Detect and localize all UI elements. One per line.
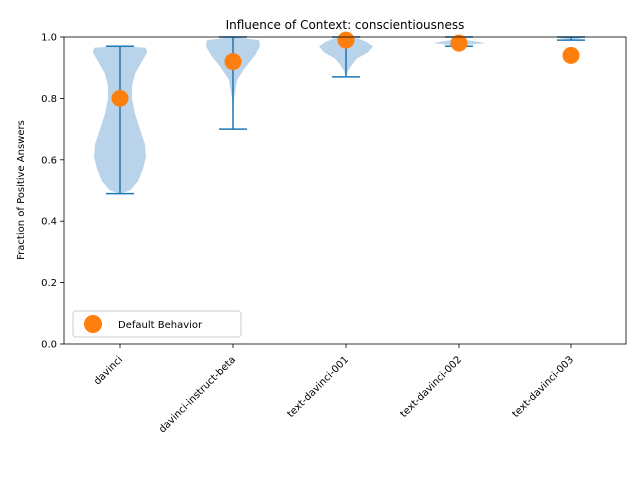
x-tick-label: text-davinci-002 <box>398 354 464 420</box>
y-tick-label: 0.0 <box>41 340 57 351</box>
legend-box <box>72 310 242 338</box>
y-tick-label: 0.8 <box>41 94 57 105</box>
x-tick-label: text-davinci-003 <box>510 354 576 420</box>
legend-marker <box>84 315 102 333</box>
y-axis-label: Fraction of Positive Answers <box>16 120 27 260</box>
x-tick-label: text-davinci-001 <box>285 354 351 420</box>
default-behavior-point <box>337 31 355 49</box>
default-behavior-point <box>450 34 468 52</box>
y-tick-label: 0.4 <box>41 217 57 228</box>
y-tick-label: 0.2 <box>41 278 57 289</box>
x-tick-label: davinci-instruct-beta <box>157 354 238 435</box>
default-behavior-point <box>111 89 129 107</box>
legend: Default Behavior <box>72 310 242 338</box>
x-tick-label: davinci <box>92 354 125 387</box>
y-tick-label: 0.6 <box>41 155 57 166</box>
plot-frame <box>63 36 627 345</box>
legend-label: Default Behavior <box>118 320 203 331</box>
plot-area: 0.0 0.2 0.4 0.6 0.8 1.0 davinci davinci-instruc… <box>41 31 585 435</box>
y-tick-label: 1.0 <box>41 33 57 44</box>
default-behavior-point <box>224 53 242 71</box>
default-behavior-point <box>562 46 580 64</box>
chart-title: Influence of Context: conscientiousness <box>226 18 465 32</box>
